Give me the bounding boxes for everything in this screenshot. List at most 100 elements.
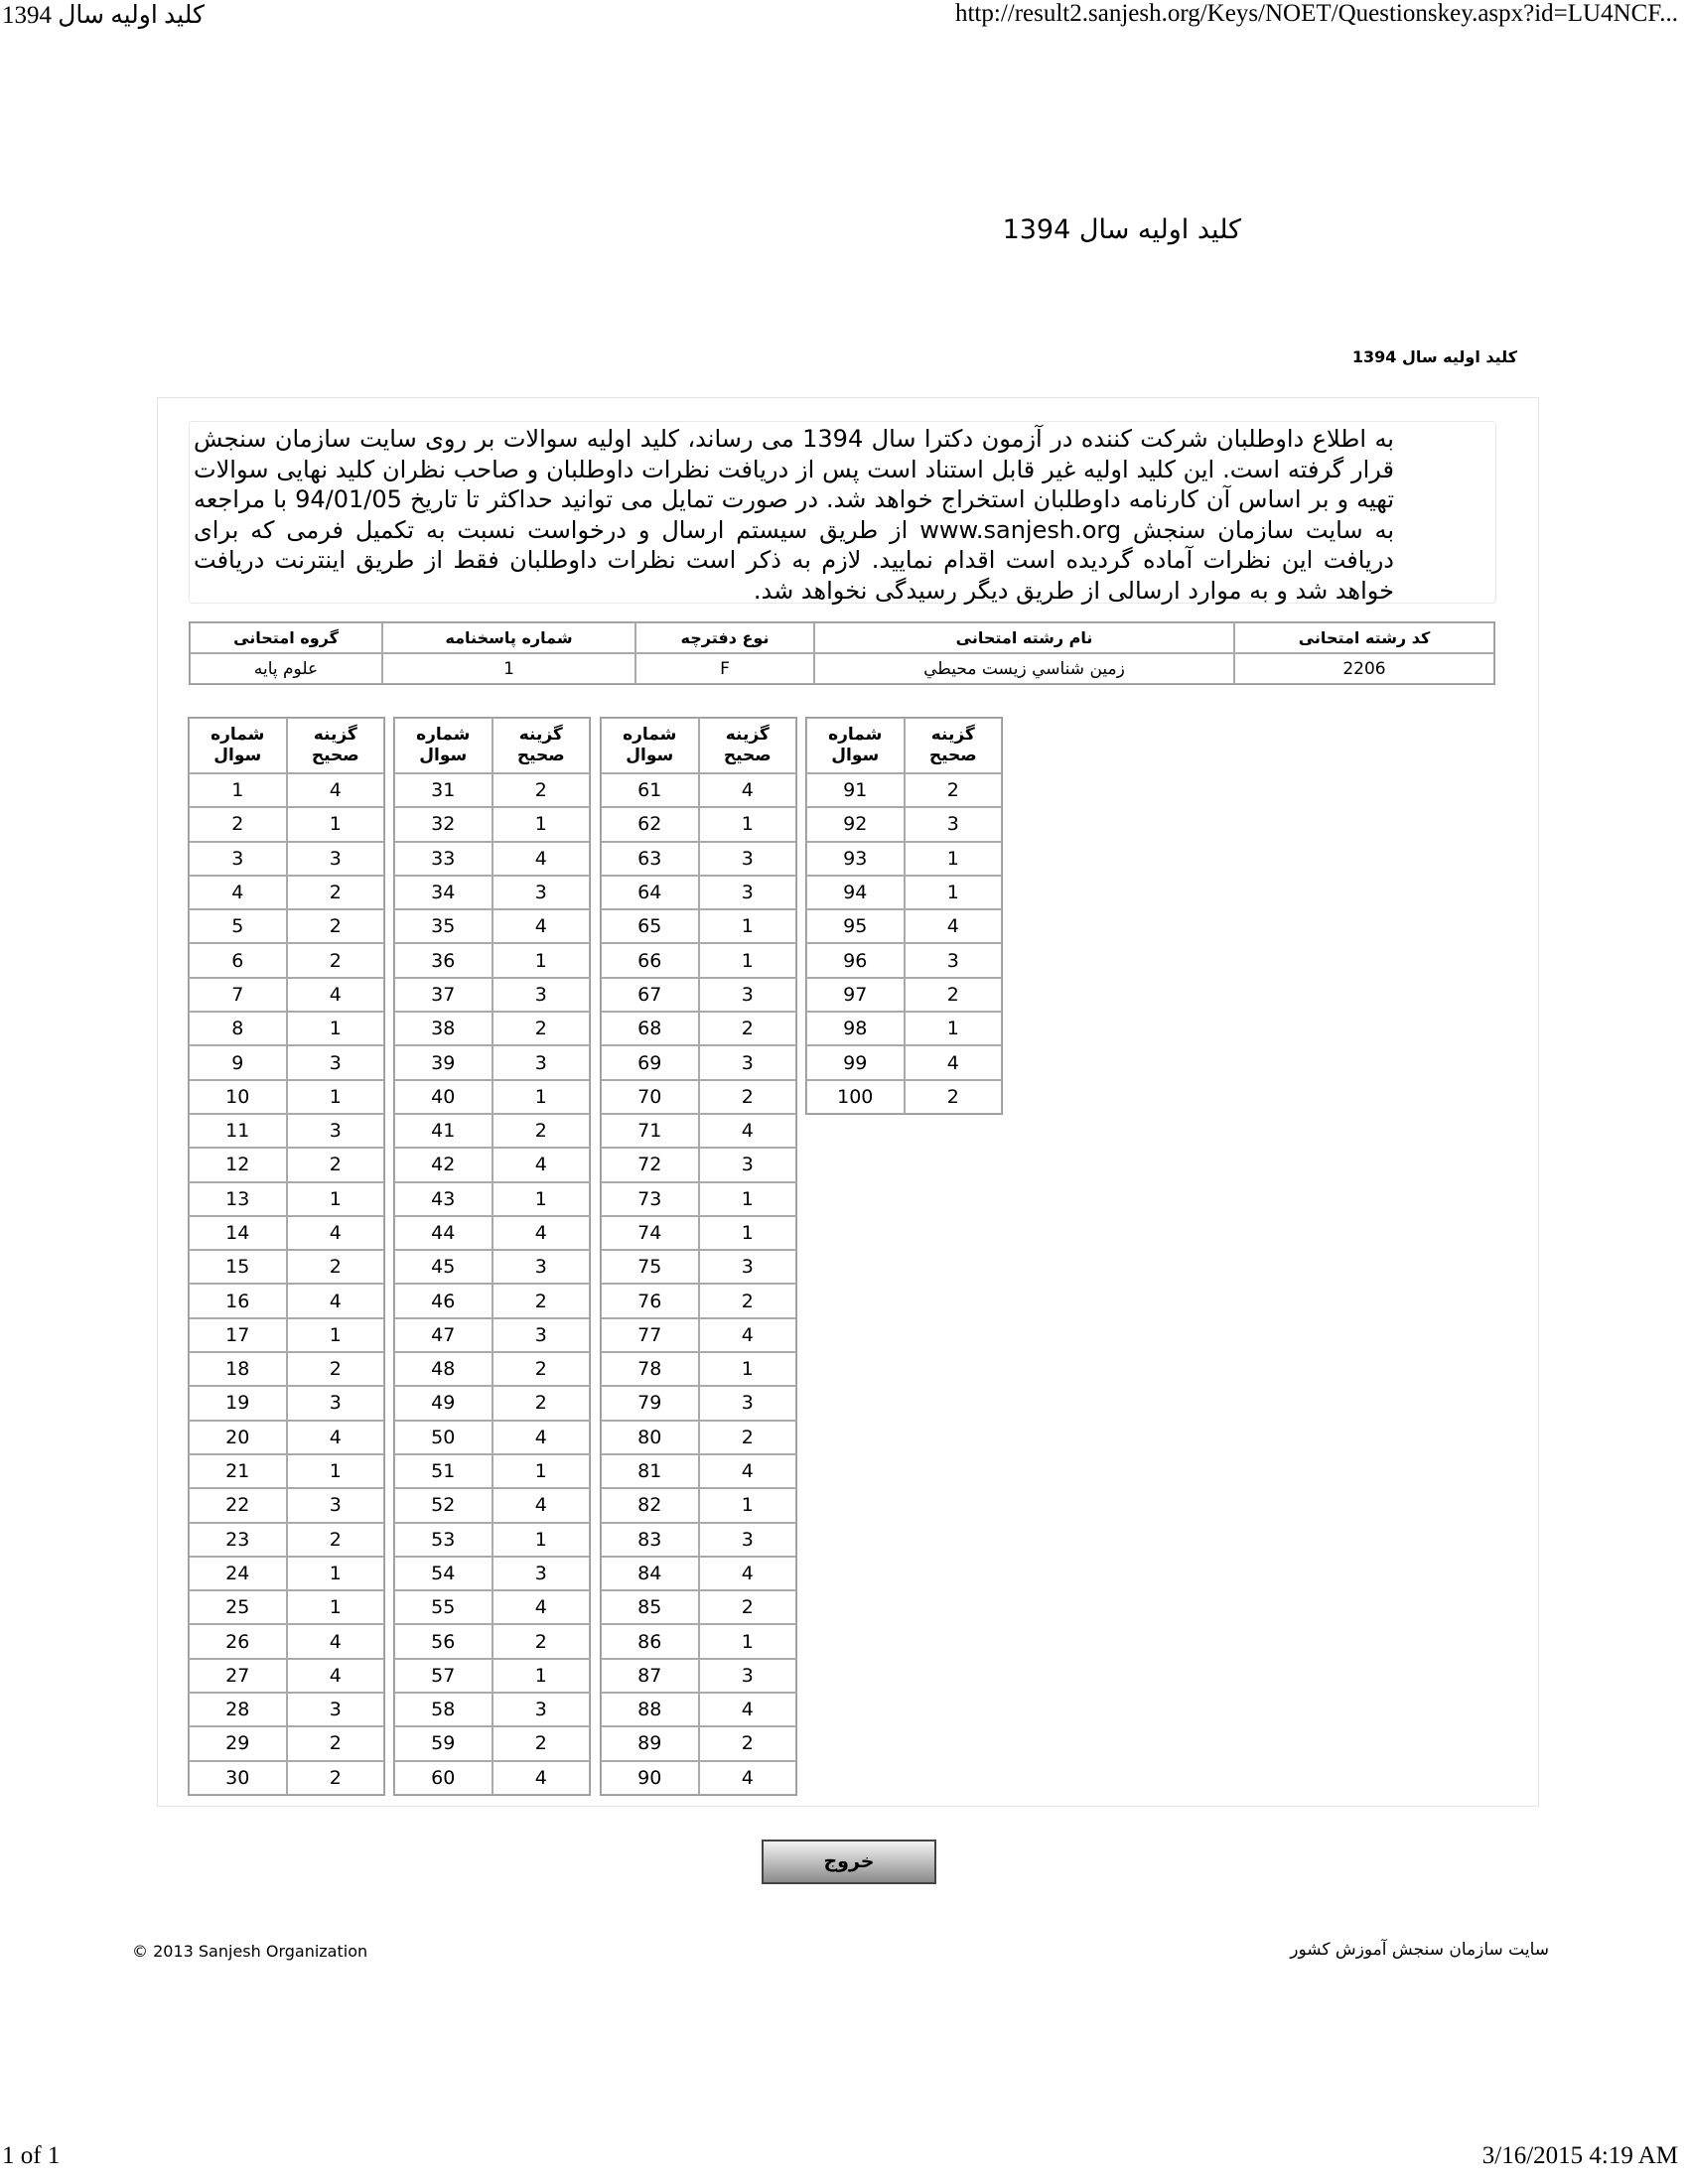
question-number: 79 (601, 1386, 699, 1421)
correct-option: 2 (698, 1420, 796, 1454)
question-number: 5 (189, 909, 287, 944)
answer-row: 77 4 (601, 1317, 796, 1353)
answer-row: 75 3 (601, 1250, 796, 1285)
correct-option: 4 (698, 1453, 796, 1489)
correct-option: 3 (698, 977, 796, 1013)
correct-option: 2 (492, 773, 590, 808)
question-number: 68 (601, 1012, 699, 1046)
question-number: 67 (601, 977, 699, 1013)
correct-option: 1 (492, 807, 590, 842)
correct-option: 1 (286, 1453, 384, 1489)
answer-row: 27 4 (189, 1658, 384, 1694)
question-number: 92 (806, 807, 905, 842)
question-number: 28 (189, 1693, 287, 1727)
correct-option: 3 (698, 1522, 796, 1557)
correct-option: 4 (698, 1317, 796, 1353)
section-title: کلید اولیه سال 1394 (1351, 347, 1517, 366)
correct-option: 4 (492, 1760, 590, 1795)
answer-row: 88 4 (601, 1693, 796, 1727)
correct-option: 1 (698, 943, 796, 978)
answer-row: 82 1 (601, 1488, 796, 1523)
exam-group: علوم پایه (190, 653, 382, 684)
correct-option: 3 (286, 1693, 384, 1727)
question-number: 16 (189, 1284, 287, 1318)
question-number: 15 (189, 1250, 287, 1285)
question-number: 10 (189, 1079, 287, 1114)
correct-option: 1 (286, 1556, 384, 1591)
question-number: 34 (394, 875, 492, 910)
answer-row: 85 2 (601, 1590, 796, 1625)
question-number: 47 (394, 1317, 492, 1353)
answer-key-header-row: شماره سوال گزینه صحیح (806, 718, 1002, 773)
question-number: 37 (394, 977, 492, 1013)
question-number: 81 (601, 1453, 699, 1489)
answer-row: 36 1 (394, 943, 590, 978)
answer-row: 96 3 (806, 943, 1002, 978)
answer-key-header-row: شماره سوال گزینه صحیح (601, 718, 796, 773)
answer-key-header-row: شماره سوال گزینه صحیح (189, 718, 384, 773)
question-number: 87 (601, 1658, 699, 1694)
header-question-number: شماره سوال (394, 718, 492, 773)
question-number: 2 (189, 807, 287, 842)
correct-option: 3 (698, 1148, 796, 1182)
answer-key-table: شماره سوال گزینه صحیح 1 4 2 1 3 3 4 2 5 2 6 2 7 4 8 1 9 3 10… (188, 717, 385, 1796)
correct-option: 4 (492, 1590, 590, 1625)
question-number: 89 (601, 1726, 699, 1761)
answer-row: 93 1 (806, 841, 1002, 876)
correct-option: 4 (492, 1215, 590, 1251)
correct-option: 4 (286, 1658, 384, 1694)
question-number: 44 (394, 1215, 492, 1251)
answer-row: 54 3 (394, 1556, 590, 1591)
question-number: 54 (394, 1556, 492, 1591)
answer-row: 55 4 (394, 1590, 590, 1625)
question-number: 49 (394, 1386, 492, 1421)
correct-option: 1 (904, 841, 1002, 876)
answer-row: 15 2 (189, 1250, 384, 1285)
answer-row: 79 3 (601, 1386, 796, 1421)
correct-option: 4 (286, 1284, 384, 1318)
answer-row: 25 1 (189, 1590, 384, 1625)
correct-option: 1 (698, 1215, 796, 1251)
question-number: 39 (394, 1045, 492, 1080)
correct-option: 1 (492, 1453, 590, 1489)
answer-row: 34 3 (394, 875, 590, 910)
question-number: 32 (394, 807, 492, 842)
correct-option: 4 (286, 977, 384, 1013)
question-number: 1 (189, 773, 287, 808)
answer-row: 38 2 (394, 1012, 590, 1046)
copyright: © 2013 Sanjesh Organization (132, 1942, 368, 1961)
correct-option: 3 (904, 807, 1002, 842)
answer-row: 22 3 (189, 1488, 384, 1523)
question-number: 94 (806, 875, 905, 910)
answer-row: 99 4 (806, 1045, 1002, 1080)
question-number: 46 (394, 1284, 492, 1318)
exit-button[interactable]: خروج (762, 1840, 936, 1884)
answer-row: 26 4 (189, 1624, 384, 1659)
correct-option: 1 (492, 1079, 590, 1114)
answer-row: 48 2 (394, 1352, 590, 1387)
answer-row: 60 4 (394, 1760, 590, 1795)
answer-row: 81 4 (601, 1453, 796, 1489)
answer-row: 98 1 (806, 1012, 1002, 1046)
correct-option: 1 (698, 1624, 796, 1659)
question-number: 82 (601, 1488, 699, 1523)
correct-option: 1 (492, 1658, 590, 1694)
correct-option: 2 (492, 1284, 590, 1318)
correct-option: 2 (286, 1522, 384, 1557)
exam-info-header-row: كد رشته امتحانی نام رشته امتحانی نوع دفت… (190, 622, 1494, 653)
answer-row: 35 4 (394, 909, 590, 944)
question-number: 3 (189, 841, 287, 876)
answer-row: 53 1 (394, 1522, 590, 1557)
correct-option: 1 (904, 1012, 1002, 1046)
answer-row: 58 3 (394, 1693, 590, 1727)
field-name: زمين شناسي زيست محيطي (814, 653, 1234, 684)
answer-row: 90 4 (601, 1760, 796, 1795)
content-panel (157, 397, 1539, 1807)
question-number: 27 (189, 1658, 287, 1694)
question-number: 52 (394, 1488, 492, 1523)
question-number: 29 (189, 1726, 287, 1761)
question-number: 65 (601, 909, 699, 944)
